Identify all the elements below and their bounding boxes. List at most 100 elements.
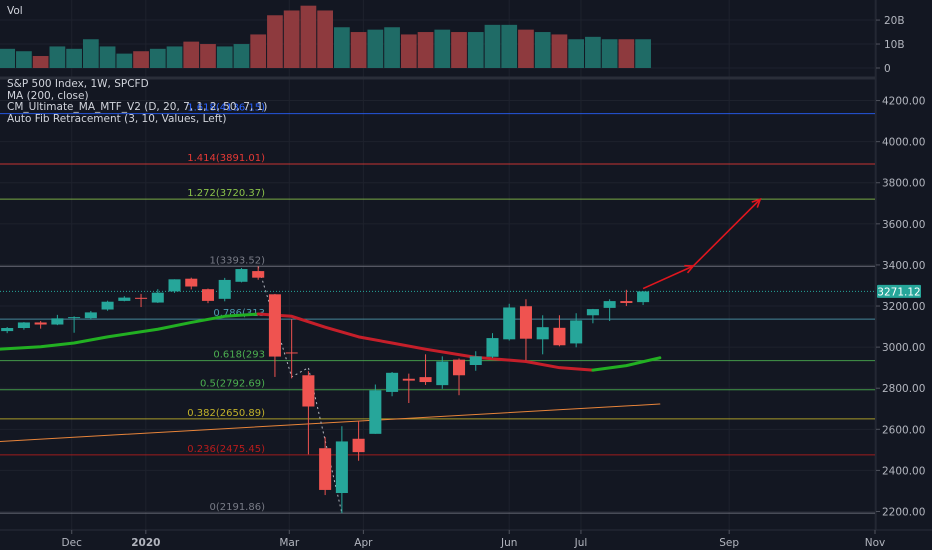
candle (335, 426, 348, 514)
candle-body (553, 327, 566, 346)
volume-bar (317, 10, 334, 69)
volume-bar (551, 34, 568, 68)
candle-body (319, 448, 332, 490)
arrow-head (751, 197, 762, 208)
volume-bar (518, 29, 534, 68)
candle (68, 316, 81, 333)
candle (1, 326, 14, 334)
last-price-text: 3271.12 (877, 286, 920, 298)
candle-body (369, 390, 382, 434)
candle-body (402, 378, 415, 381)
fib-label: 1.414(3891.01) (187, 153, 265, 164)
price-axis[interactable]: 2200.00 2400.00 2600.00 2800.00 3000.00 3200.… (876, 96, 925, 519)
fib-label: 0.618(293 (213, 350, 265, 361)
volume-bar (133, 51, 149, 68)
volume-bar (451, 32, 467, 68)
candle-body (68, 317, 81, 319)
fib-label: 0.5(2792.69) (200, 379, 265, 390)
ma-line (256, 312, 595, 372)
candle-body (352, 438, 365, 453)
indicator-legend: S&P 500 Index, 1W, SPCFD MA (200, close)… (7, 78, 268, 125)
candle (637, 291, 650, 305)
candle-body (34, 322, 47, 325)
fib-label: 1.272(3720.37) (187, 188, 265, 199)
candle-body (503, 307, 516, 340)
dashed-trend-path (257, 266, 343, 514)
candle (603, 299, 616, 322)
candle (586, 308, 599, 324)
candle-body (151, 292, 164, 303)
time-tick-label: Dec (62, 537, 83, 549)
volume-bar (166, 46, 183, 68)
candle-body (84, 312, 97, 319)
fib-label: 0.382(2650.89) (187, 408, 265, 419)
candle (452, 358, 466, 396)
fib-label: 0.236(2475.45) (187, 444, 265, 455)
candle-body (386, 372, 399, 392)
volume-bar (32, 56, 49, 68)
candle (386, 371, 399, 397)
volume-bar (501, 24, 518, 68)
time-axis[interactable]: Dec 2020 Mar Apr Jun Jul Sep Nov (62, 530, 886, 549)
candle (51, 314, 64, 326)
legend-ma[interactable]: MA (200, close) (7, 89, 89, 102)
candle (570, 313, 583, 348)
volume-bar (283, 10, 300, 69)
volume-bar (49, 46, 66, 68)
candle-body (335, 441, 348, 494)
candle (168, 279, 181, 293)
volume-bar (467, 32, 484, 68)
time-tick-label: Apr (354, 537, 373, 549)
legend-cm-ma[interactable]: CM_Ultimate_MA_MTF_V2 (D, 20, 7, 1, 2, 5… (7, 101, 268, 114)
ma-line (591, 356, 662, 372)
candle-body (252, 271, 265, 278)
price-tick-label: 2200.00 (882, 507, 925, 519)
candle-body (536, 327, 549, 340)
time-tick-label: 2020 (131, 537, 160, 549)
candle (285, 319, 298, 379)
candle-body (570, 320, 583, 344)
candle (201, 288, 215, 304)
candle (536, 315, 549, 355)
candle-body (302, 375, 315, 407)
price-tick-label: 2600.00 (882, 424, 925, 436)
volume-bar (585, 36, 601, 68)
volume-bar (149, 48, 166, 68)
volume-tick-label: 20B (884, 15, 905, 27)
candle-body (235, 269, 248, 282)
volume-pane-label: Vol (7, 5, 23, 17)
candle (151, 289, 164, 303)
volume-bar (216, 46, 233, 68)
price-tick-label: 3200.00 (882, 301, 925, 313)
last-price-badge: 3271.12 (877, 284, 921, 298)
volume-bar (66, 48, 82, 68)
volume-bar (434, 29, 451, 68)
volume-bar (16, 51, 32, 68)
projection-arrow (692, 197, 762, 267)
moving-averages (0, 312, 662, 442)
candle (17, 322, 30, 330)
candle-body (201, 289, 215, 301)
candles[interactable] (1, 266, 650, 514)
candle-body (519, 306, 532, 339)
price-tick-label: 4000.00 (882, 137, 925, 149)
price-tick-label: 3600.00 (882, 219, 925, 231)
candle (302, 371, 315, 455)
candle (118, 296, 131, 302)
candle-body (185, 278, 198, 287)
candle-body (1, 328, 14, 332)
price-tick-label: 3400.00 (882, 260, 925, 272)
volume-bar (99, 46, 116, 68)
volume-bars (0, 5, 651, 69)
candle-body (436, 361, 449, 386)
projection-arrows[interactable] (642, 197, 762, 290)
ma-line (0, 403, 661, 442)
candle-body (637, 291, 650, 303)
candle (319, 437, 332, 496)
candle (34, 321, 47, 329)
legend-fib[interactable]: Auto Fib Retracement (3, 10, Values, Lef… (7, 112, 227, 125)
legend-symbol[interactable]: S&P 500 Index, 1W, SPCFD (7, 78, 149, 90)
candle (469, 351, 482, 371)
volume-bar (417, 32, 434, 68)
